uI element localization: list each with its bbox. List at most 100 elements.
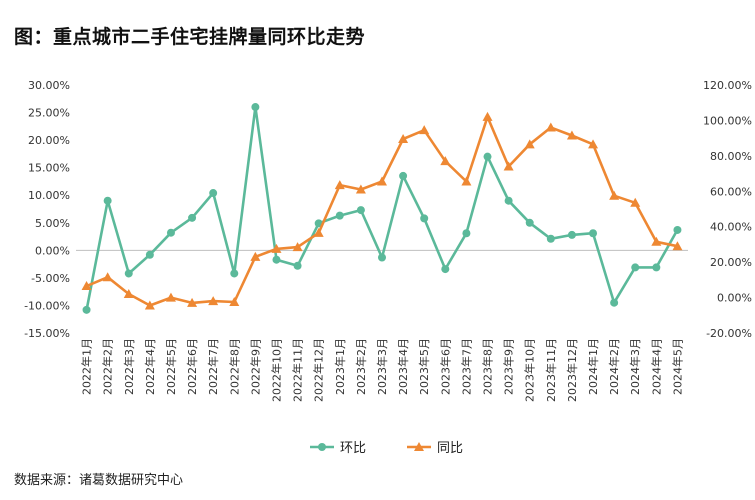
data-point xyxy=(145,250,154,259)
x-tick-label: 2023年3月 xyxy=(375,338,389,395)
right-tick-label: 40.00% xyxy=(710,221,752,234)
data-point xyxy=(588,139,599,149)
data-point xyxy=(102,272,113,282)
left-tick-label: 25.00% xyxy=(28,107,70,120)
data-point xyxy=(187,297,198,307)
source-note: 数据来源：诸葛数据研究中心 xyxy=(14,473,184,488)
right-tick-label: 20.00% xyxy=(710,256,752,269)
left-tick-label: -5.00% xyxy=(31,272,70,285)
x-tick-label: 2023年7月 xyxy=(459,338,473,395)
data-point xyxy=(377,176,387,186)
data-point xyxy=(335,211,344,220)
series-line-同比 xyxy=(86,115,678,307)
right-tick-label: 120.00% xyxy=(703,79,752,92)
x-tick-label: 2022年3月 xyxy=(122,338,136,395)
right-axis-ticks: 120.00% 100.00% 80.00% 60.00% 40.00% 20.00% 0.… xyxy=(703,79,752,340)
data-point xyxy=(313,227,324,237)
right-tick-label: 0.00% xyxy=(717,292,752,305)
x-tick-label: 2022年12月 xyxy=(312,338,326,402)
data-point xyxy=(165,292,176,302)
data-point xyxy=(334,180,345,190)
x-tick-label: 2023年10月 xyxy=(523,338,537,402)
data-point xyxy=(144,300,155,310)
series-layer xyxy=(81,103,683,314)
data-point xyxy=(399,171,408,180)
chart-title: 图：重点城市二手住宅挂牌量同环比走势 xyxy=(14,26,366,48)
x-tick-label: 2024年1月 xyxy=(586,338,600,395)
data-point xyxy=(524,139,535,149)
data-point xyxy=(419,125,430,135)
data-point xyxy=(209,189,218,198)
data-point xyxy=(461,176,472,186)
left-tick-label: -10.00% xyxy=(24,299,70,312)
data-point xyxy=(651,236,662,246)
x-tick-label: 2022年1月 xyxy=(80,338,94,395)
x-tick-label: 2022年7月 xyxy=(206,338,220,395)
x-tick-label: 2022年11月 xyxy=(291,338,305,402)
x-tick-label: 2024年3月 xyxy=(628,338,642,395)
x-tick-label: 2022年2月 xyxy=(101,338,115,395)
data-point xyxy=(229,297,240,306)
left-axis-ticks: 30.00% 25.00% 20.00% 15.00% 10.00% 5.00% 0.00%… xyxy=(24,79,70,340)
x-tick-label: 2022年8月 xyxy=(227,338,241,395)
data-point xyxy=(81,281,92,291)
data-point xyxy=(631,263,640,272)
legend-marker xyxy=(318,443,326,451)
right-tick-label: 80.00% xyxy=(710,150,752,163)
data-point xyxy=(503,161,514,171)
data-point xyxy=(378,253,386,262)
left-tick-label: 5.00% xyxy=(35,217,70,230)
x-tick-label: 2023年9月 xyxy=(502,338,516,395)
data-point xyxy=(482,111,493,121)
data-point xyxy=(525,218,534,227)
left-tick-label: -15.00% xyxy=(24,327,70,340)
data-point xyxy=(398,134,409,144)
data-point xyxy=(103,196,112,205)
right-tick-label: 100.00% xyxy=(703,114,752,127)
data-point xyxy=(672,241,683,251)
data-point xyxy=(483,152,492,161)
x-tick-label: 2023年4月 xyxy=(396,338,410,395)
data-point xyxy=(82,305,91,314)
x-tick-label: 2022年5月 xyxy=(164,338,178,395)
data-point xyxy=(566,130,577,140)
data-point xyxy=(250,251,261,261)
x-axis-ticks: 2022年1月 2022年2月 2022年3月 2022年4月 2022年5月 2022年… xyxy=(80,338,685,402)
legend-marker xyxy=(414,442,424,451)
data-point xyxy=(610,298,619,307)
data-point xyxy=(545,122,556,132)
data-point xyxy=(272,255,281,264)
data-point xyxy=(504,196,513,205)
data-point xyxy=(355,184,366,194)
data-point xyxy=(609,190,620,200)
x-tick-label: 2023年12月 xyxy=(565,338,579,402)
legend-label: 环比 xyxy=(340,441,366,456)
data-point xyxy=(420,214,429,223)
left-tick-label: 0.00% xyxy=(35,244,70,257)
x-tick-label: 2022年4月 xyxy=(143,338,157,395)
data-point xyxy=(673,225,682,234)
data-point xyxy=(123,289,134,299)
x-tick-label: 2024年4月 xyxy=(649,338,663,395)
data-point xyxy=(251,103,260,112)
data-point xyxy=(630,197,641,207)
data-point xyxy=(230,269,239,278)
x-tick-label: 2022年9月 xyxy=(248,338,262,395)
data-point xyxy=(271,243,282,253)
left-tick-label: 20.00% xyxy=(28,134,70,147)
data-point xyxy=(441,265,450,274)
series-line-环比 xyxy=(85,105,679,311)
x-tick-label: 2023年6月 xyxy=(438,338,452,395)
x-tick-label: 2024年5月 xyxy=(670,338,684,395)
x-tick-label: 2024年2月 xyxy=(607,338,621,395)
x-tick-label: 2023年1月 xyxy=(333,338,347,395)
data-point xyxy=(124,269,133,278)
right-tick-label: -20.00% xyxy=(706,327,752,340)
data-point xyxy=(546,234,555,243)
data-point xyxy=(292,242,303,252)
data-point xyxy=(652,263,661,272)
data-point xyxy=(208,296,219,306)
data-point xyxy=(188,213,197,222)
left-tick-label: 30.00% xyxy=(28,79,70,92)
